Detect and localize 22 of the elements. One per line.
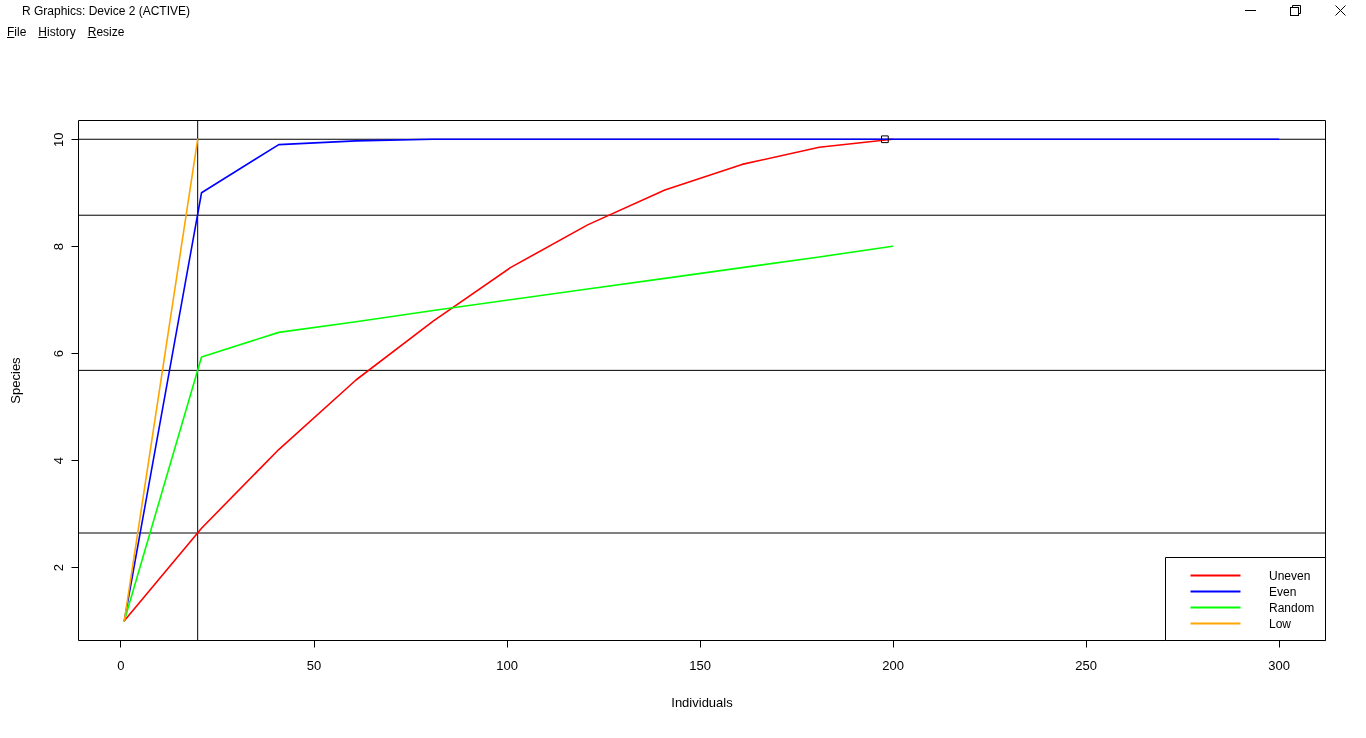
text: R Graphics: Device 2 (ACTIVE)	[22, 4, 191, 18]
y-tick-label: 4	[50, 457, 66, 465]
legend-label: Even	[1269, 584, 1297, 599]
x-tick-label: 300	[1268, 657, 1291, 673]
text: Resize	[87, 25, 125, 39]
legend-label: Random	[1269, 600, 1315, 615]
text: File	[7, 25, 27, 39]
x-tick-label: 100	[496, 657, 518, 673]
x-tick-label: 0	[117, 657, 125, 673]
y-tick-label: 10	[50, 132, 66, 147]
y-tick-label: 6	[50, 350, 66, 358]
x-tick-label: 250	[1075, 657, 1097, 673]
x-axis-title: Individuals	[671, 694, 734, 710]
y-axis-title: Species	[7, 356, 23, 404]
x-tick-label: 150	[689, 657, 711, 673]
x-tick-label: 200	[882, 657, 904, 673]
x-tick-label: 50	[306, 657, 322, 673]
y-tick-label: 8	[50, 243, 66, 251]
text: History	[38, 25, 76, 39]
legend-label: Low	[1269, 616, 1292, 631]
legend-label: Uneven	[1269, 568, 1311, 583]
y-tick-label: 2	[50, 564, 66, 572]
